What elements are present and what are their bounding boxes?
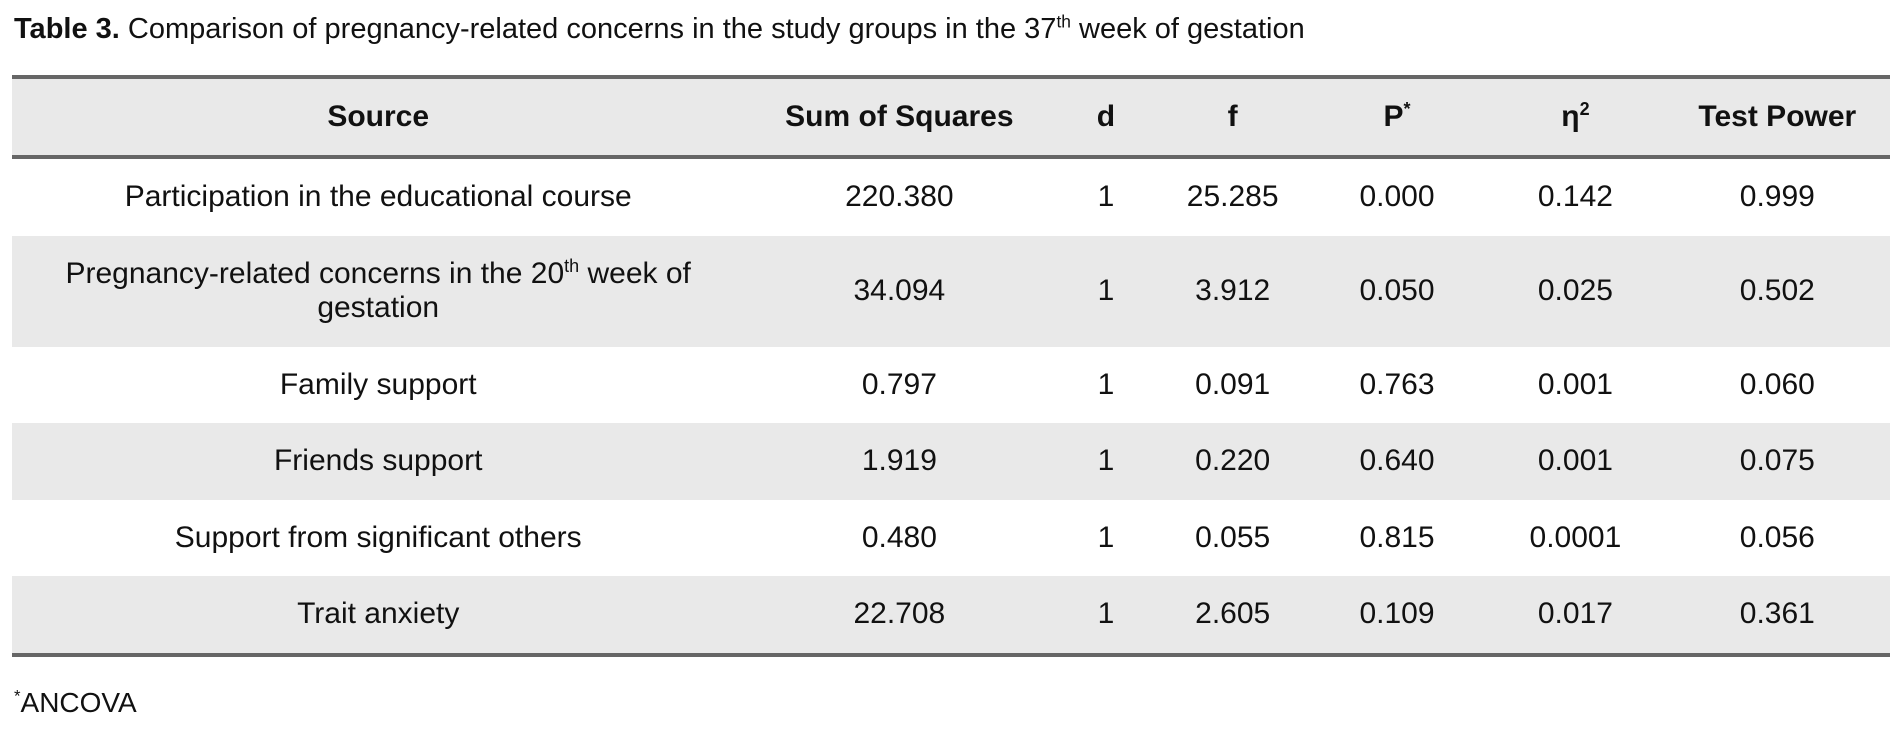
cell-eta-squared: 0.017 xyxy=(1537,597,1613,631)
footnote-asterisk: * xyxy=(14,686,21,706)
col-header-source: Source xyxy=(12,77,745,160)
cell-eta-squared: 0.0001 xyxy=(1529,520,1622,554)
p-asterisk: * xyxy=(1403,99,1411,120)
table-row: Family support 0.797 1 0.091 0.763 0.001… xyxy=(12,347,1890,424)
cell-sum-of-squares: 34.094 xyxy=(853,273,946,307)
eta-label: η xyxy=(1561,100,1580,134)
table-footnote: *ANCOVA xyxy=(14,687,1890,719)
cell-d: 1 xyxy=(1097,180,1115,214)
table-row: Support from significant others 0.480 1 … xyxy=(12,500,1890,577)
cell-test-power: 0.502 xyxy=(1739,273,1815,307)
cell-source: Trait anxiety xyxy=(12,576,744,655)
cell-source: Pregnancy-related concerns in the 20th w… xyxy=(12,236,744,347)
source-text-pre: Participation in the educational course xyxy=(124,180,632,214)
cell-eta-squared: 0.001 xyxy=(1537,444,1613,478)
cell-eta-squared: 0.025 xyxy=(1537,273,1613,307)
cell-test-power: 0.999 xyxy=(1739,180,1815,214)
cell-source: Participation in the educational course xyxy=(12,157,744,236)
cell-p: 0.763 xyxy=(1359,367,1435,401)
ancova-results-table: Source Sum of Squares d f P* η2 Test Pow… xyxy=(12,75,1890,657)
source-text-pre: Family support xyxy=(279,367,477,401)
cell-f: 0.220 xyxy=(1195,444,1271,478)
footnote-text: ANCOVA xyxy=(20,686,137,718)
cell-d: 1 xyxy=(1097,520,1115,554)
cell-test-power: 0.361 xyxy=(1739,597,1815,631)
cell-p: 0.109 xyxy=(1359,597,1435,631)
col-header-p: P* xyxy=(1307,77,1487,160)
col-header-d: d xyxy=(1054,77,1158,160)
table-caption-label: Table 3. xyxy=(14,13,120,45)
cell-test-power: 0.060 xyxy=(1739,367,1815,401)
cell-f: 0.091 xyxy=(1195,367,1271,401)
cell-p: 0.000 xyxy=(1359,180,1435,214)
cell-d: 1 xyxy=(1097,444,1115,478)
table-row: Participation in the educational course … xyxy=(12,157,1890,236)
document-page: Table 3. Comparison of pregnancy-related… xyxy=(12,10,1890,719)
table-row: Friends support 1.919 1 0.220 0.640 0.00… xyxy=(12,423,1890,500)
source-text: Participation in the educational course xyxy=(125,180,632,215)
table-caption: Table 3. Comparison of pregnancy-related… xyxy=(14,10,1890,49)
cell-eta-squared: 0.001 xyxy=(1537,367,1613,401)
table-row: Pregnancy-related concerns in the 20th w… xyxy=(12,235,1890,347)
source-text: Pregnancy-related concerns in the 20th w… xyxy=(53,257,703,326)
eta-exponent: 2 xyxy=(1579,99,1590,120)
source-text: Friends support xyxy=(274,444,482,479)
source-text-post: week of gestation xyxy=(317,256,691,325)
cell-d: 1 xyxy=(1097,367,1115,401)
table-caption-text: Comparison of pregnancy-related concerns… xyxy=(119,13,1057,45)
col-header-sum-of-squares: Sum of Squares xyxy=(744,77,1055,160)
col-header-eta-squared: η2 xyxy=(1486,77,1665,160)
col-header-test-power: Test Power xyxy=(1664,77,1890,160)
table-caption-superscript: th xyxy=(1056,11,1071,32)
cell-f: 2.605 xyxy=(1195,597,1271,631)
table-header-row: Source Sum of Squares d f P* η2 Test Pow… xyxy=(12,77,1890,160)
cell-sum-of-squares: 0.797 xyxy=(861,367,937,401)
cell-sum-of-squares: 1.919 xyxy=(861,444,937,478)
source-text-pre: Pregnancy-related concerns in the 20 xyxy=(65,256,565,290)
cell-eta-squared: 0.142 xyxy=(1537,180,1613,214)
table-row: Trait anxiety 22.708 1 2.605 0.109 0.017… xyxy=(12,576,1890,655)
source-text: Family support xyxy=(280,368,477,403)
cell-test-power: 0.056 xyxy=(1739,520,1815,554)
cell-f: 0.055 xyxy=(1195,520,1271,554)
cell-sum-of-squares: 0.480 xyxy=(861,520,937,554)
cell-f: 25.285 xyxy=(1186,180,1279,214)
cell-p: 0.640 xyxy=(1359,444,1435,478)
cell-f: 3.912 xyxy=(1195,273,1271,307)
source-text-pre: Support from significant others xyxy=(174,520,582,554)
cell-p: 0.050 xyxy=(1359,273,1435,307)
cell-d: 1 xyxy=(1097,597,1115,631)
source-superscript: th xyxy=(564,255,580,276)
source-text-pre: Trait anxiety xyxy=(297,597,460,631)
cell-p: 0.815 xyxy=(1359,520,1435,554)
p-label: P xyxy=(1383,100,1404,134)
cell-sum-of-squares: 220.380 xyxy=(845,180,954,214)
cell-test-power: 0.075 xyxy=(1739,444,1815,478)
cell-sum-of-squares: 22.708 xyxy=(853,597,946,631)
cell-source: Support from significant others xyxy=(12,500,744,577)
cell-d: 1 xyxy=(1097,273,1115,307)
source-text-pre: Friends support xyxy=(273,444,483,478)
source-text: Support from significant others xyxy=(175,521,582,556)
col-header-f: f xyxy=(1157,77,1308,160)
cell-source: Family support xyxy=(12,347,744,424)
source-text: Trait anxiety xyxy=(297,597,459,632)
cell-source: Friends support xyxy=(12,423,744,500)
table-caption-text-after: week of gestation xyxy=(1070,13,1305,45)
